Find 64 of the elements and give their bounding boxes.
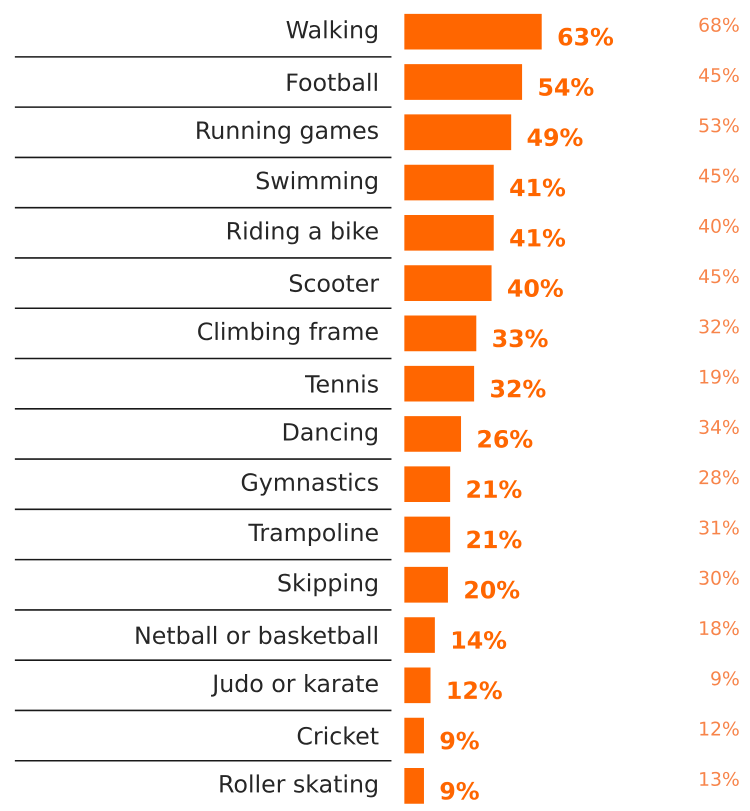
text: 40% [698,218,739,233]
data-label: 21% [467,480,522,498]
text: 45% [698,168,739,183]
bar [404,316,476,352]
y-tick-label: Trampoline [248,523,378,546]
y-tick-label: Scooter [290,274,379,292]
bar [404,14,542,50]
text: 30% [699,570,739,585]
text: 68% [699,18,739,32]
y-tick-label: Climbing frame [198,322,378,345]
y-tick-label: Cricket [298,726,378,745]
bar [404,466,450,502]
data-label: 20% [465,580,520,599]
text: 34% [699,420,739,434]
bar [404,164,494,200]
data-label: 9% [440,782,479,800]
bar [404,64,522,100]
y-tick-label: Running games [197,120,378,144]
bar [404,768,424,804]
data-label: 21% [467,530,522,548]
text: 32% [699,319,739,334]
y-tick-label: Tennis [304,374,378,393]
bar [404,416,461,452]
y-tick-label: Walking [286,20,377,44]
text: 45% [698,269,739,284]
data-label: 40% [508,279,563,298]
data-label: 63% [558,28,613,46]
text: 31% [699,520,739,535]
y-tick-label: Dancing [284,422,377,446]
data-label: 12% [448,681,502,700]
y-tick-label: Football [287,72,377,92]
bar [404,566,448,603]
data-label: 49% [528,128,582,146]
text: 19% [700,370,739,384]
y-tick-label: Skipping [278,573,377,596]
y-tick-label: Riding a bike [228,221,378,244]
text: 13% [700,772,739,786]
y-tick-label: Swimming [256,171,377,194]
data-label: 26% [478,430,532,448]
data-label: 54% [539,78,594,96]
bar [404,114,512,150]
data-label: 14% [452,631,506,649]
bar [404,265,492,301]
text: 45% [698,68,739,82]
y-tick-label: Gymnastics [242,472,378,496]
text: 9% [711,671,739,686]
text: 28% [699,470,739,484]
data-label: 9% [440,732,479,750]
text: 53% [699,118,739,132]
bar [404,667,430,704]
text: 18% [700,621,739,636]
data-label: 41% [510,178,565,196]
bar [404,214,494,251]
text: 12% [700,722,739,736]
data-label: 41% [510,228,565,247]
bar [404,516,450,552]
y-tick-label: Netball or basketball [136,626,377,644]
data-label: 32% [490,380,546,398]
y-tick-label: Judo or karate [210,674,378,697]
bar [404,366,474,402]
data-label: 33% [493,329,548,348]
bar [404,718,424,754]
bar [404,617,435,653]
y-tick-label: Roller skating [220,774,377,798]
